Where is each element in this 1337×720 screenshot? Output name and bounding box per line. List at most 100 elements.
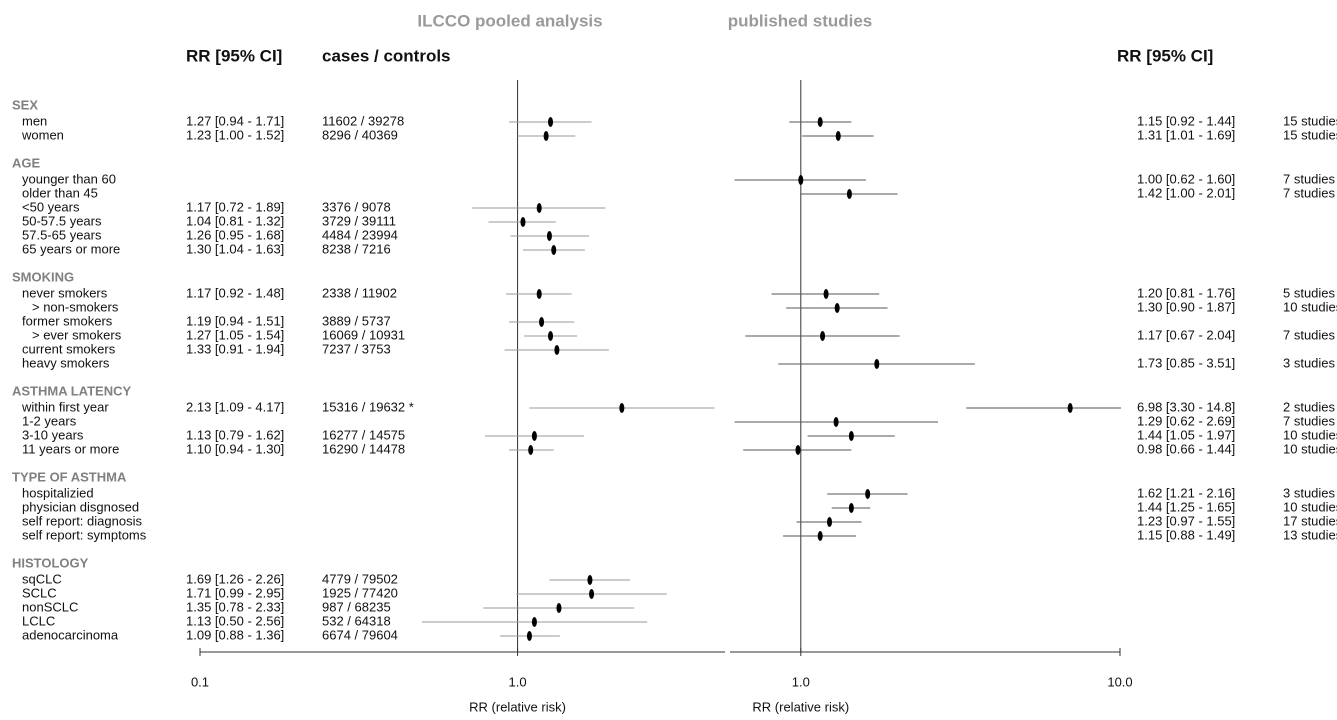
point-estimate: [834, 303, 840, 313]
row-label: adenocarcinoma: [22, 627, 119, 642]
point-estimate: [798, 175, 804, 185]
estimate: [529, 403, 715, 413]
count-label: 4779 / 79502: [322, 571, 398, 586]
row-label: hospitalizied: [22, 485, 94, 500]
row-label: self report: diagnosis: [22, 513, 142, 528]
point-estimate: [589, 589, 595, 599]
point-estimate: [551, 245, 557, 255]
ci-label: 1.33 [0.91 - 1.94]: [186, 341, 284, 356]
ci-label: 1.00 [0.62 - 1.60]: [1137, 171, 1235, 186]
group-label: HISTOLOGY: [12, 555, 89, 570]
column-header: cases / controls: [322, 46, 451, 65]
ci-label: 1.30 [1.04 - 1.63]: [186, 241, 284, 256]
column-header: RR [95% CI]: [1117, 46, 1213, 65]
row-label: 65 years or more: [22, 241, 120, 256]
point-estimate: [554, 345, 560, 355]
count-label: 15316 / 19632 *: [322, 399, 414, 414]
estimate: [472, 203, 606, 213]
x-tick-label: 1.0: [509, 674, 527, 689]
count-label: 7237 / 3753: [322, 341, 391, 356]
estimate: [510, 231, 590, 241]
row-label: heavy smokers: [22, 355, 110, 370]
row-label: current smokers: [22, 341, 116, 356]
estimate: [783, 531, 857, 541]
ci-label: 1.26 [0.95 - 1.68]: [186, 227, 284, 242]
count-label: 3376 / 9078: [322, 199, 391, 214]
estimate: [509, 117, 592, 127]
point-estimate: [817, 531, 823, 541]
point-estimate: [531, 431, 537, 441]
estimate: [516, 589, 667, 599]
point-estimate: [848, 503, 854, 513]
estimate: [522, 245, 585, 255]
count-label: 8296 / 40369: [322, 127, 398, 142]
ci-label: 1.71 [0.99 - 2.95]: [186, 585, 284, 600]
point-estimate: [846, 189, 852, 199]
point-estimate: [556, 603, 562, 613]
estimate: [483, 603, 635, 613]
row-label: SCLC: [22, 585, 57, 600]
estimate: [549, 575, 631, 585]
point-estimate: [817, 117, 823, 127]
point-estimate: [531, 617, 537, 627]
ci-label: 1.17 [0.72 - 1.89]: [186, 199, 284, 214]
estimate: [831, 503, 871, 513]
group-label: AGE: [12, 155, 41, 170]
count-label: 6674 / 79604: [322, 627, 398, 642]
count-label: 16277 / 14575: [322, 427, 405, 442]
ci-label: 1.23 [1.00 - 1.52]: [186, 127, 284, 142]
count-label: 4484 / 23994: [322, 227, 398, 242]
ci-label: 1.31 [1.01 - 1.69]: [1137, 127, 1235, 142]
ci-label: 2.13 [1.09 - 4.17]: [186, 399, 284, 414]
count-label: 2338 / 11902: [322, 285, 397, 300]
count-label: 7 studies: [1283, 185, 1336, 200]
point-estimate: [548, 331, 554, 341]
point-estimate: [865, 489, 871, 499]
count-label: 987 / 68235: [322, 599, 391, 614]
ci-label: 1.15 [0.88 - 1.49]: [1137, 527, 1235, 542]
point-estimate: [619, 403, 625, 413]
point-estimate: [543, 131, 549, 141]
count-label: 10 studies: [1283, 299, 1337, 314]
row-label: women: [21, 127, 64, 142]
row-label: never smokers: [22, 285, 108, 300]
group-label: SMOKING: [12, 269, 74, 284]
ci-label: 1.27 [0.94 - 1.71]: [186, 113, 284, 128]
row-label: 3-10 years: [22, 427, 84, 442]
count-label: 16290 / 14478: [322, 441, 405, 456]
group-label: ASTHMA LATENCY: [12, 383, 131, 398]
ci-label: 1.19 [0.94 - 1.51]: [186, 313, 284, 328]
estimate: [743, 445, 852, 455]
group-label: TYPE OF ASTHMA: [12, 469, 127, 484]
count-label: 11602 / 39278: [322, 113, 404, 128]
row-label: sqCLC: [22, 571, 62, 586]
panel-title: published studies: [728, 11, 873, 30]
point-estimate: [536, 203, 542, 213]
estimate: [509, 445, 554, 455]
estimate: [796, 517, 862, 527]
count-label: 3889 / 5737: [322, 313, 391, 328]
ci-label: 1.20 [0.81 - 1.76]: [1137, 285, 1235, 300]
row-label: physician disgnosed: [22, 499, 139, 514]
count-label: 7 studies: [1283, 413, 1336, 428]
ci-label: 1.62 [1.21 - 2.16]: [1137, 485, 1235, 500]
estimate: [506, 289, 572, 299]
row-label: > ever smokers: [32, 327, 122, 342]
point-estimate: [823, 289, 829, 299]
ci-label: 1.44 [1.25 - 1.65]: [1137, 499, 1235, 514]
ci-label: 1.35 [0.78 - 2.33]: [186, 599, 284, 614]
count-label: 10 studies: [1283, 441, 1337, 456]
estimate: [771, 289, 880, 299]
row-label: 11 years or more: [22, 441, 119, 456]
x-tick-label: 10.0: [1107, 674, 1132, 689]
estimate: [745, 331, 900, 341]
estimate: [734, 417, 938, 427]
row-label: 1-2 years: [22, 413, 77, 428]
count-label: 2 studies: [1283, 399, 1336, 414]
ci-label: 1.15 [0.92 - 1.44]: [1137, 113, 1235, 128]
ci-label: 1.09 [0.88 - 1.36]: [186, 627, 284, 642]
estimate: [485, 431, 585, 441]
ci-label: 1.17 [0.92 - 1.48]: [186, 285, 284, 300]
panel-title: ILCCO pooled analysis: [417, 11, 602, 30]
